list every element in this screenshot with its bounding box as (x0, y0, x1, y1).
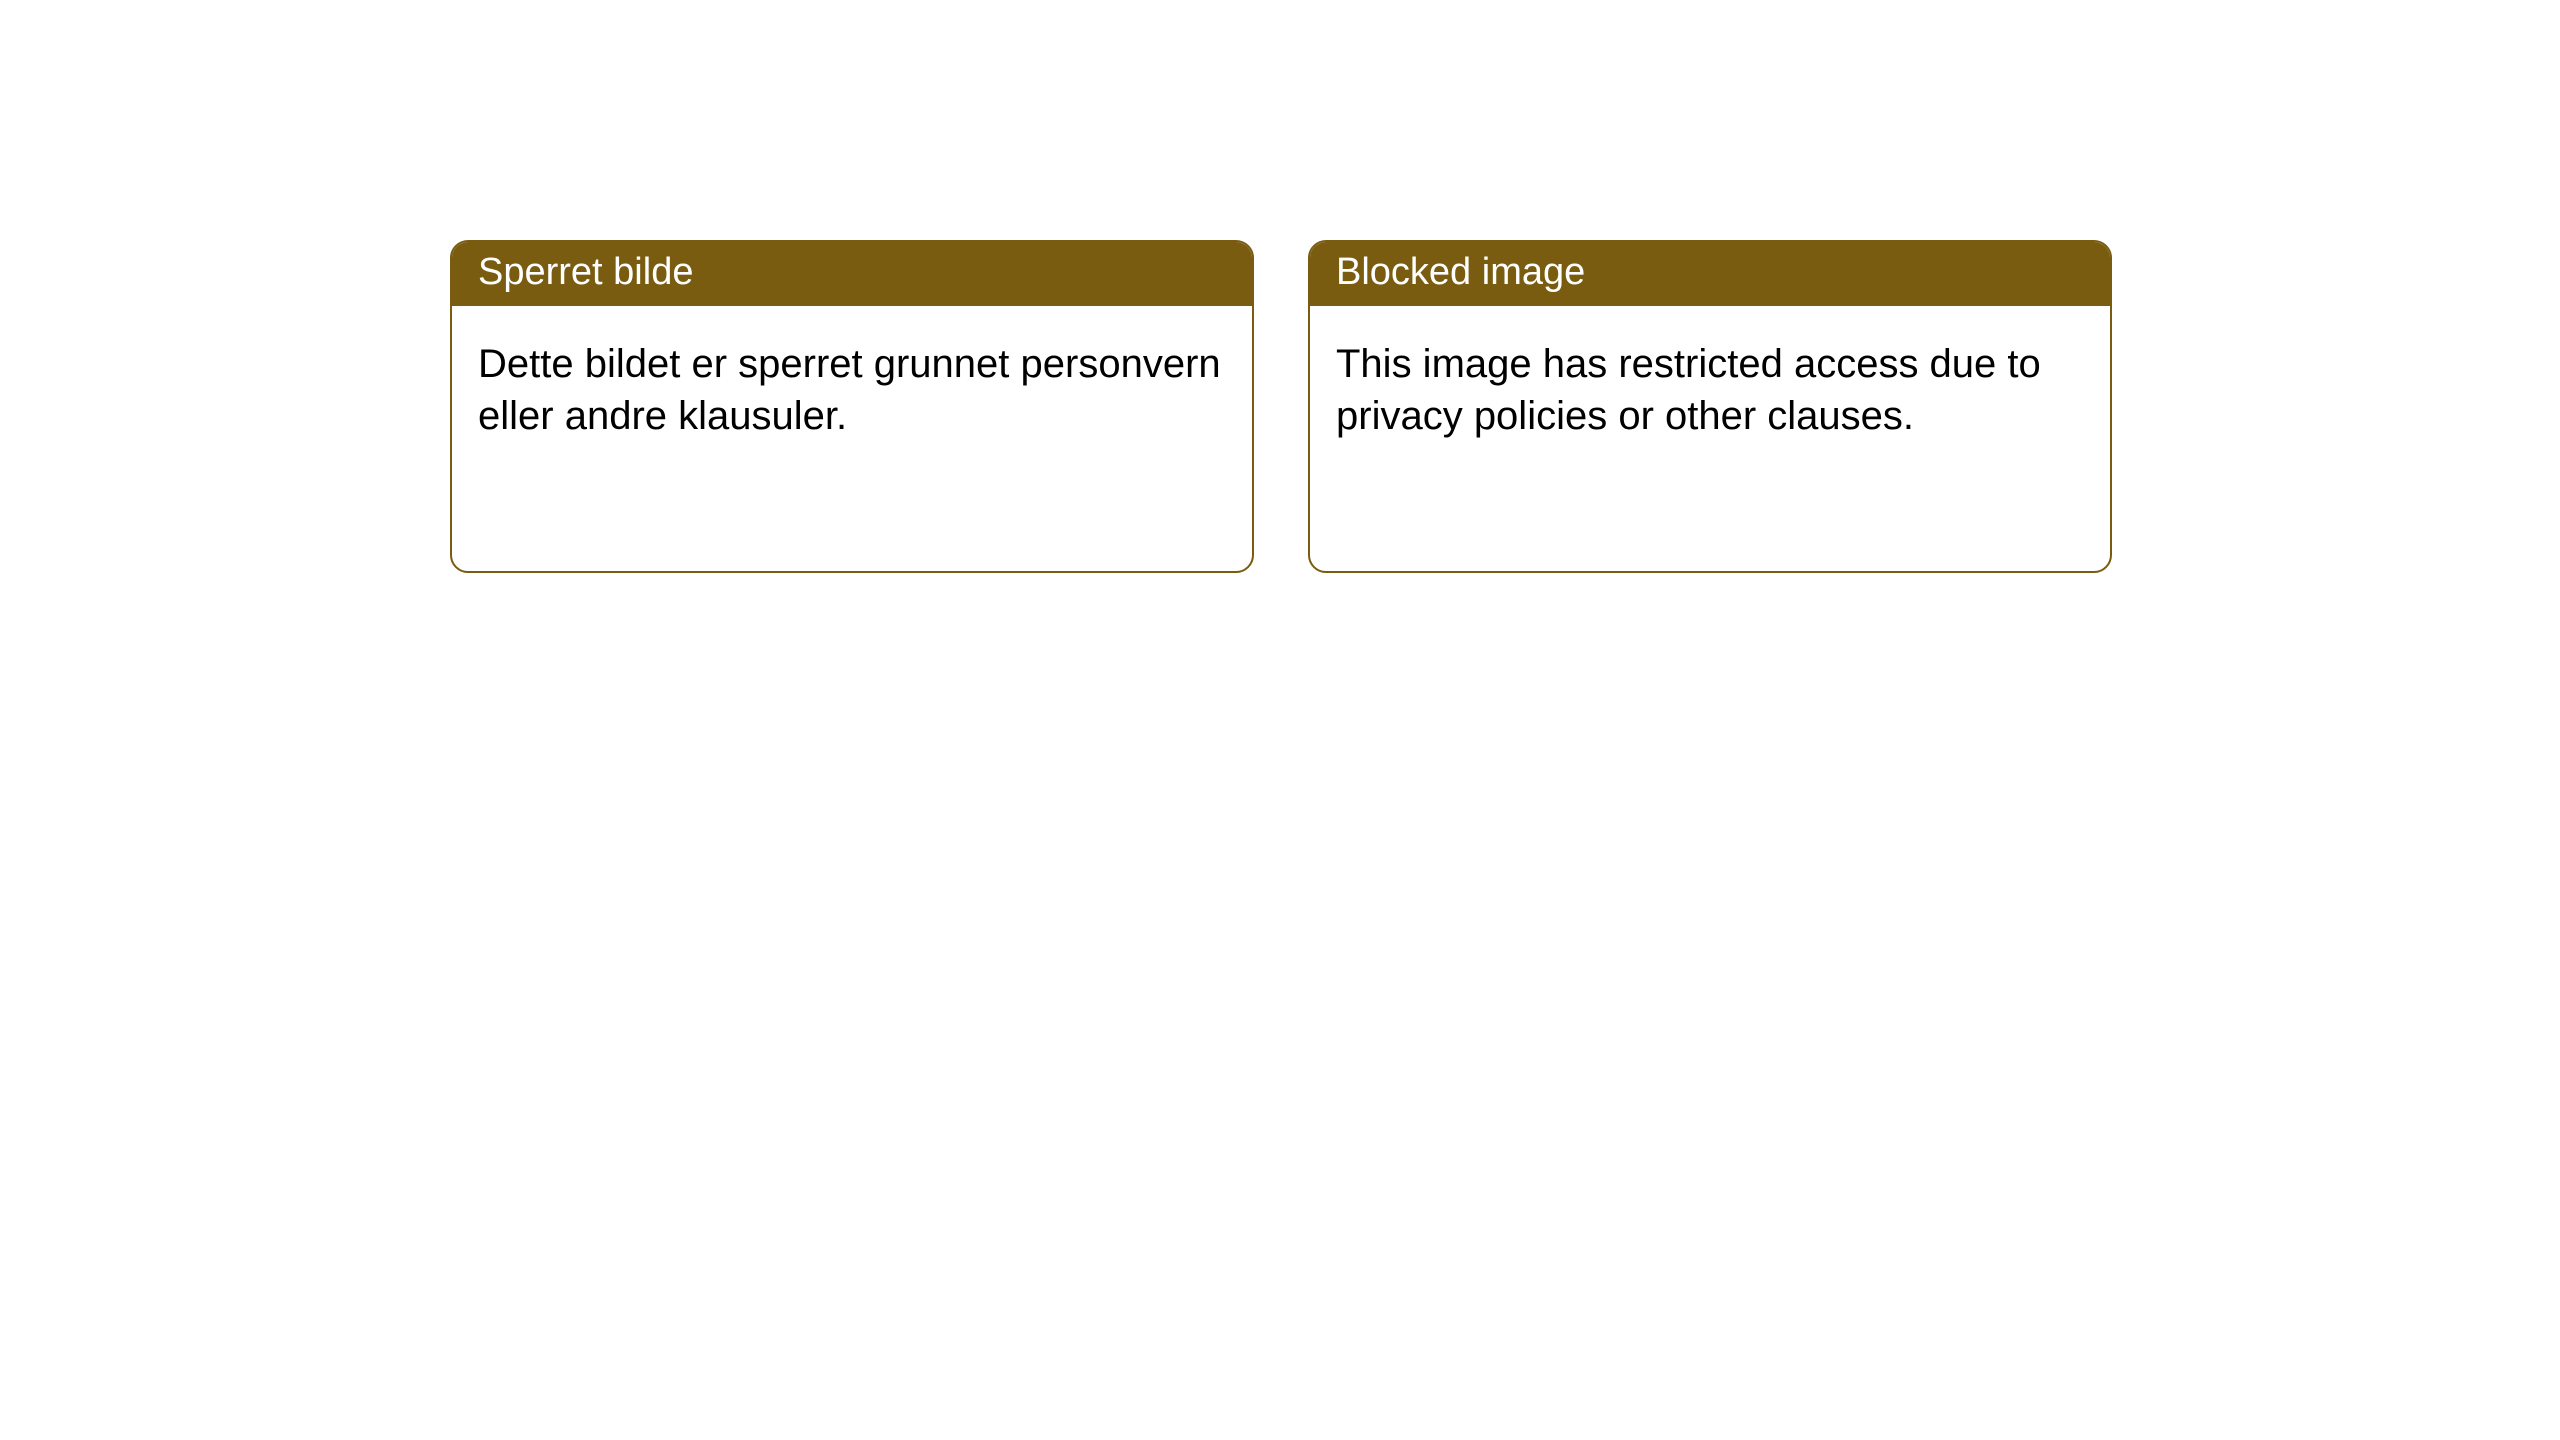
card-header-no: Sperret bilde (452, 242, 1252, 306)
card-body-en: This image has restricted access due to … (1310, 306, 2110, 474)
card-header-en: Blocked image (1310, 242, 2110, 306)
card-body-no: Dette bildet er sperret grunnet personve… (452, 306, 1252, 474)
blocked-image-notice-container: Sperret bilde Dette bildet er sperret gr… (0, 0, 2560, 573)
blocked-image-card-no: Sperret bilde Dette bildet er sperret gr… (450, 240, 1254, 573)
blocked-image-card-en: Blocked image This image has restricted … (1308, 240, 2112, 573)
